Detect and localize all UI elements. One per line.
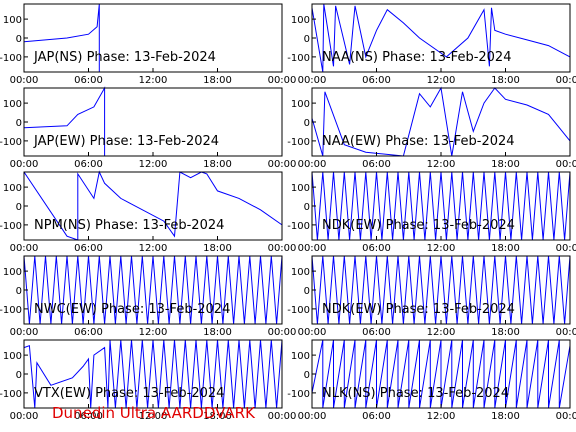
xtick-label: 06:00 (74, 159, 103, 170)
xtick-label: 00:00 (298, 75, 327, 86)
xtick-label: 18:00 (491, 327, 520, 338)
chart-title: NDK(EW) Phase: 13-Feb-2024 (322, 218, 515, 233)
xtick-label: 06:00 (74, 327, 103, 338)
ytick-label: -100 (287, 53, 310, 64)
xtick-label: 12:00 (427, 243, 456, 254)
xtick-label: 00:00 (556, 243, 576, 254)
xtick-label: 06:00 (362, 243, 391, 254)
chart-title: JAP(NS) Phase: 13-Feb-2024 (33, 50, 216, 65)
ytick-label: -100 (287, 305, 310, 316)
xtick-label: 00:00 (556, 411, 576, 422)
ytick-label: 0 (16, 370, 22, 381)
chart-title: NWC(EW) Phase: 13-Feb-2024 (34, 302, 230, 317)
ytick-label: -100 (0, 305, 22, 316)
ytick-label: 0 (304, 202, 310, 213)
xtick-label: 12:00 (139, 327, 168, 338)
xtick-label: 06:00 (74, 243, 103, 254)
xtick-label: 12:00 (427, 159, 456, 170)
xtick-label: 00:00 (10, 327, 39, 338)
chart-title: NAA(EW) Phase: 13-Feb-2024 (322, 134, 515, 149)
xtick-label: 18:00 (203, 243, 232, 254)
xtick-label: 00:00 (10, 159, 39, 170)
xtick-label: 18:00 (491, 411, 520, 422)
ytick-label: 100 (3, 267, 22, 278)
ytick-label: 100 (3, 15, 22, 26)
xtick-label: 00:00 (10, 75, 39, 86)
xtick-label: 00:00 (298, 159, 327, 170)
xtick-label: 12:00 (139, 411, 168, 422)
chart-title: JAP(EW) Phase: 13-Feb-2024 (33, 134, 219, 149)
ytick-label: 100 (3, 99, 22, 110)
footer-label: Dunedin Ultra AARDDVARK (52, 404, 255, 422)
xtick-label: 18:00 (203, 159, 232, 170)
ytick-label: 0 (16, 202, 22, 213)
ytick-label: -100 (287, 221, 310, 232)
xtick-label: 12:00 (139, 159, 168, 170)
xtick-label: 00:00 (10, 243, 39, 254)
xtick-label: 12:00 (427, 411, 456, 422)
ytick-label: 100 (291, 15, 310, 26)
ytick-label: -100 (0, 53, 22, 64)
series-line-4-0 (23, 170, 283, 241)
ytick-label: 0 (16, 118, 22, 129)
xtick-label: 18:00 (491, 75, 520, 86)
ytick-label: 100 (291, 267, 310, 278)
xtick-label: 00:00 (10, 411, 39, 422)
xtick-label: 00:00 (556, 75, 576, 86)
xtick-label: 00:00 (556, 159, 576, 170)
xtick-label: 18:00 (203, 75, 232, 86)
xtick-label: 06:00 (362, 75, 391, 86)
xtick-label: 00:00 (268, 243, 297, 254)
ytick-label: -100 (0, 389, 22, 400)
ytick-label: 100 (3, 183, 22, 194)
xtick-label: 12:00 (427, 75, 456, 86)
series-line-9-0 (311, 339, 571, 409)
xtick-label: 06:00 (362, 159, 391, 170)
xtick-label: 06:00 (74, 75, 103, 86)
series-line-1-0 (311, 3, 571, 73)
xtick-label: 00:00 (268, 159, 297, 170)
xtick-label: 18:00 (203, 327, 232, 338)
ytick-label: 100 (3, 351, 22, 362)
chart-title: NAA(NS) Phase: 13-Feb-2024 (322, 50, 511, 65)
xtick-label: 00:00 (268, 327, 297, 338)
xtick-label: 12:00 (139, 75, 168, 86)
chart-title: NPM(NS) Phase: 13-Feb-2024 (34, 218, 224, 233)
xtick-label: 06:00 (362, 411, 391, 422)
ytick-label: -100 (0, 221, 22, 232)
ytick-label: 0 (304, 34, 310, 45)
ytick-label: -100 (287, 137, 310, 148)
xtick-label: 00:00 (556, 327, 576, 338)
xtick-label: 00:00 (298, 243, 327, 254)
ytick-label: 0 (16, 286, 22, 297)
xtick-label: 00:00 (268, 75, 297, 86)
xtick-label: 06:00 (362, 327, 391, 338)
chart-title: VTX(EW) Phase: 13-Feb-2024 (34, 386, 224, 401)
xtick-label: 00:00 (268, 411, 297, 422)
xtick-label: 18:00 (491, 159, 520, 170)
ytick-label: 100 (291, 183, 310, 194)
xtick-label: 12:00 (139, 243, 168, 254)
xtick-label: 18:00 (203, 411, 232, 422)
xtick-label: 06:00 (74, 411, 103, 422)
xtick-label: 18:00 (491, 243, 520, 254)
xtick-label: 00:00 (298, 411, 327, 422)
ytick-label: 100 (291, 351, 310, 362)
ytick-label: -100 (287, 389, 310, 400)
xtick-label: 00:00 (298, 327, 327, 338)
ytick-label: 0 (16, 34, 22, 45)
chart-title: NDK(EW) Phase: 13-Feb-2024 (322, 302, 515, 317)
ytick-label: 0 (304, 118, 310, 129)
ytick-label: 0 (304, 286, 310, 297)
series-line-3-0 (311, 86, 571, 157)
xtick-label: 12:00 (427, 327, 456, 338)
chart-title: NLK(NS) Phase: 13-Feb-2024 (322, 386, 509, 401)
ytick-label: 0 (304, 370, 310, 381)
ytick-label: 100 (291, 99, 310, 110)
ytick-label: -100 (0, 137, 22, 148)
